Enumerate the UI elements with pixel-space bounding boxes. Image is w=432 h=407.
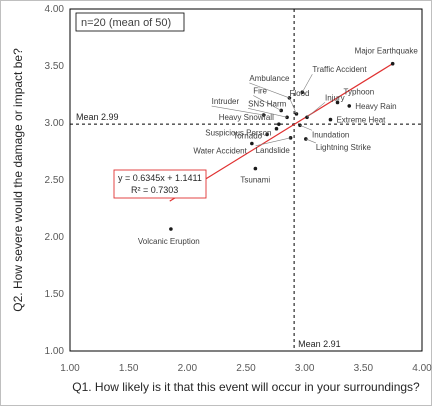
y-tick-label: 3.00: [45, 118, 65, 129]
leader-line: [211, 105, 264, 116]
data-label: Major Earthquake: [355, 47, 419, 56]
x-tick-label: 1.50: [119, 363, 139, 374]
leader-line: [249, 82, 290, 99]
data-point: [390, 61, 395, 66]
y-tick-label: 4.00: [45, 4, 65, 15]
data-label: Intruder: [212, 97, 240, 106]
x-tick-label: 1.00: [60, 363, 80, 374]
x-tick-label: 4.00: [412, 363, 432, 374]
data-label: Fire: [253, 86, 267, 95]
x-tick-label: 2.50: [236, 363, 256, 374]
data-point: [328, 117, 333, 122]
y-axis-title: Q2. How severe would the damage or impac…: [11, 48, 25, 312]
leader-line: [255, 137, 291, 147]
data-label: Ambulance: [249, 74, 290, 83]
data-point: [277, 122, 281, 126]
mean-y-label: Mean 2.99: [76, 112, 119, 122]
data-label: Traffic Accident: [312, 65, 367, 74]
data-label: Heavy Rain: [355, 102, 396, 111]
data-point: [285, 115, 289, 120]
trendline: [169, 63, 393, 202]
data-point: [261, 113, 266, 117]
x-axis-title: Q1. How likely is it that this event wil…: [72, 380, 420, 394]
x-tick-label: 2.00: [178, 363, 198, 374]
data-label: Flood: [289, 89, 309, 98]
y-tick-label: 2.00: [45, 232, 65, 243]
data-label: Landslide: [256, 146, 291, 155]
data-point: [253, 166, 258, 171]
data-label: Typhoon: [344, 87, 375, 96]
x-tick-label: 3.50: [354, 363, 374, 374]
x-tick-label: 3.00: [295, 363, 315, 374]
data-point: [169, 227, 173, 231]
data-point: [294, 112, 299, 116]
data-label: Heavy Snowfall: [219, 113, 274, 122]
data-point: [347, 104, 352, 108]
data-point: [250, 141, 254, 146]
data-label: Extreme Heat: [336, 116, 386, 125]
data-point: [274, 126, 279, 131]
y-tick-label: 3.50: [45, 61, 65, 72]
leader-line: [253, 95, 282, 111]
data-label: Tsunami: [240, 176, 270, 185]
r-squared: R² = 0.7303: [131, 185, 178, 195]
sample-note: n=20 (mean of 50): [81, 17, 171, 29]
data-point: [265, 132, 269, 137]
data-point: [335, 100, 340, 105]
sample-note-box: [75, 12, 185, 32]
leader-line: [299, 125, 313, 131]
trend-equation: y = 0.6345x + 1.1411: [118, 173, 202, 183]
equation-box: [113, 169, 207, 199]
data-label: Volcanic Eruption: [138, 237, 200, 246]
data-label: Suspicious Person: [205, 129, 271, 138]
leader-line: [302, 74, 313, 93]
data-label: Lightning Strike: [316, 143, 372, 152]
leader-line: [305, 138, 316, 144]
data-label: Injury: [325, 93, 345, 102]
y-tick-label: 2.50: [45, 175, 65, 186]
data-label: SNS Harm: [248, 99, 287, 108]
y-tick-label: 1.50: [45, 289, 65, 300]
leader-line: [289, 97, 297, 115]
leader-line: [306, 102, 326, 118]
data-label: Water Accident: [193, 147, 247, 156]
data-label: Tornado: [233, 131, 262, 140]
y-tick-label: 1.00: [45, 346, 65, 357]
mean-x-label: Mean 2.91: [298, 339, 341, 349]
leader-line: [247, 108, 288, 118]
data-label: Inundation: [312, 130, 349, 139]
